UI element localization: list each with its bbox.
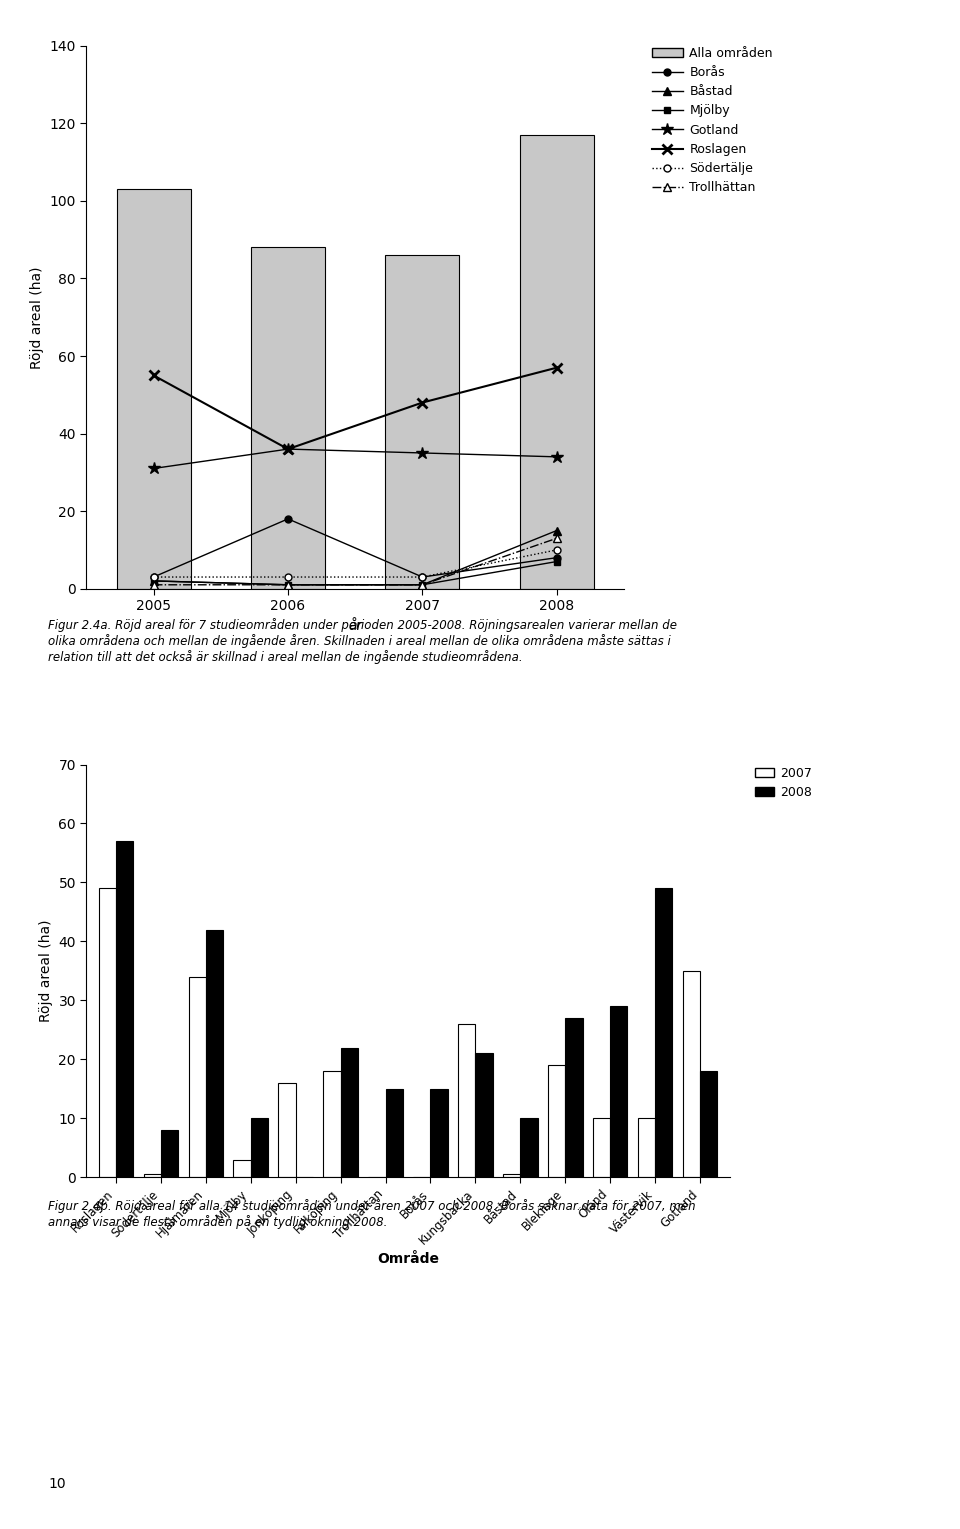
Bar bbox=[475, 1053, 492, 1177]
Bar bbox=[503, 1174, 520, 1177]
X-axis label: år: år bbox=[348, 619, 362, 633]
Bar bbox=[386, 1089, 402, 1177]
Bar bbox=[188, 977, 205, 1177]
Bar bbox=[278, 1083, 296, 1177]
Y-axis label: Röjd areal (ha): Röjd areal (ha) bbox=[30, 266, 44, 368]
Bar bbox=[520, 1118, 538, 1177]
Legend: 2007, 2008: 2007, 2008 bbox=[756, 766, 812, 798]
Bar bbox=[638, 1118, 656, 1177]
Bar bbox=[458, 1024, 475, 1177]
Bar bbox=[205, 930, 223, 1177]
Bar bbox=[611, 1006, 628, 1177]
Y-axis label: Röjd areal (ha): Röjd areal (ha) bbox=[38, 919, 53, 1023]
Bar bbox=[386, 255, 460, 589]
Bar bbox=[548, 1066, 565, 1177]
Bar bbox=[684, 971, 701, 1177]
Bar bbox=[565, 1018, 583, 1177]
X-axis label: Område: Område bbox=[377, 1252, 439, 1266]
Bar bbox=[341, 1047, 358, 1177]
Bar bbox=[520, 135, 594, 589]
Bar bbox=[115, 841, 132, 1177]
Bar bbox=[656, 888, 672, 1177]
Bar bbox=[701, 1072, 717, 1177]
Bar bbox=[99, 888, 115, 1177]
Bar bbox=[593, 1118, 611, 1177]
Text: Figur 2.4a. Röjd areal för 7 studieområden under perioden 2005-2008. Röjningsare: Figur 2.4a. Röjd areal för 7 studieområd… bbox=[48, 618, 677, 664]
Text: Figur 2.4b. Röjd areal för alla 14 studieområden under åren 2007 och 2008. Borås: Figur 2.4b. Röjd areal för alla 14 studi… bbox=[48, 1199, 696, 1229]
Bar bbox=[160, 1130, 178, 1177]
Bar bbox=[324, 1072, 341, 1177]
Bar bbox=[252, 248, 325, 589]
Bar bbox=[144, 1174, 160, 1177]
Bar bbox=[117, 190, 191, 589]
Bar bbox=[251, 1118, 268, 1177]
Bar bbox=[233, 1159, 251, 1177]
Bar bbox=[430, 1089, 447, 1177]
Legend: Alla områden, Borås, Båstad, Mjölby, Gotland, Roslagen, Södertälje, Trollhättan: Alla områden, Borås, Båstad, Mjölby, Got… bbox=[652, 47, 773, 194]
Text: 10: 10 bbox=[48, 1477, 65, 1491]
